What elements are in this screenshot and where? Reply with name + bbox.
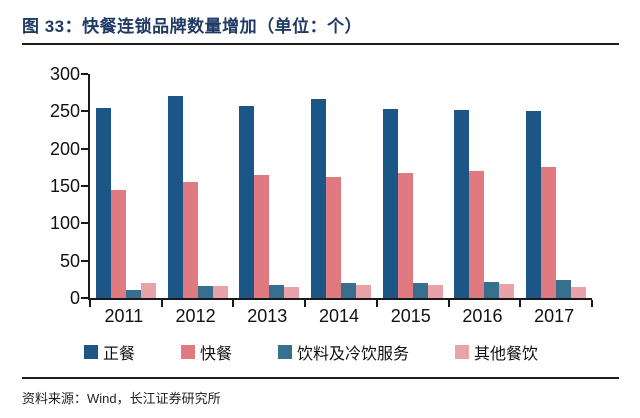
bar-groups	[90, 74, 592, 298]
legend-label: 饮料及冷饮服务	[297, 346, 410, 363]
bar-group-2013	[233, 74, 305, 298]
bar-series-1-2011	[110, 189, 126, 298]
bar-series-0-2011	[95, 108, 111, 298]
y-tick-label: 200	[49, 138, 80, 159]
source-note: 资料来源：Wind，长江证券研究所	[22, 391, 221, 406]
y-tick-label: 250	[49, 101, 80, 122]
bar-group-2017	[520, 74, 592, 298]
bar-series-2-2013	[269, 285, 285, 298]
bar-series-1-2017	[541, 167, 557, 298]
x-tick	[447, 300, 450, 307]
x-tick-label: 2014	[318, 306, 360, 326]
x-tick-label: 2013	[247, 306, 288, 326]
bar-series-3-2012	[212, 286, 228, 298]
legend-swatch	[181, 345, 196, 359]
x-tick-label: 2016	[462, 306, 503, 326]
bar-series-2-2011	[125, 289, 141, 298]
y-tick	[81, 147, 88, 150]
figure-title: 图 33：快餐连锁品牌数量增加（单位：个）	[22, 17, 363, 36]
bar-series-2-2015	[412, 283, 428, 298]
x-tick	[160, 300, 163, 307]
bar-series-1-2012	[182, 181, 198, 298]
bar-group-2016	[449, 74, 521, 298]
x-tick	[591, 300, 593, 307]
y-tick	[81, 259, 88, 262]
y-tick	[81, 185, 88, 187]
bar-series-0-2012	[167, 96, 183, 298]
bar-group-2015	[377, 74, 449, 298]
bar-series-0-2017	[526, 111, 542, 298]
y-tick-label: 150	[49, 176, 80, 196]
legend-swatch	[278, 345, 293, 359]
bar-series-1-2014	[326, 177, 342, 298]
legend-label: 快餐	[200, 346, 233, 363]
y-tick-label: 50	[59, 250, 80, 271]
bar-series-2-2016	[484, 281, 500, 298]
x-tick	[232, 300, 235, 307]
bar-series-0-2013	[239, 106, 255, 298]
bar-series-0-2015	[382, 109, 398, 298]
footer-divider	[22, 377, 619, 379]
bar-series-3-2016	[499, 283, 515, 298]
bar-series-3-2011	[140, 283, 156, 298]
y-tick	[81, 222, 88, 225]
x-tick-label: 2012	[175, 306, 216, 326]
plot-area	[81, 73, 593, 307]
bar-series-1-2013	[254, 174, 270, 298]
x-tick-label: 2017	[534, 306, 575, 326]
legend-label: 正餐	[103, 346, 136, 363]
x-axis-labels: 2011 2012 2013 2014 2015 2016 2017	[88, 306, 590, 327]
bar-series-1-2015	[397, 173, 413, 298]
bar-series-1-2016	[469, 171, 485, 298]
legend-swatch	[84, 345, 98, 359]
x-tick-label: 2011	[104, 306, 144, 326]
x-tick	[519, 300, 522, 307]
x-tick-label: 2015	[390, 306, 431, 326]
y-tick-label: 100	[49, 213, 80, 234]
bar-series-2-2012	[197, 286, 213, 298]
y-tick	[81, 110, 88, 113]
legend-item-2: 饮料及冷饮服务	[278, 340, 409, 364]
bar-group-2011	[90, 74, 162, 298]
legend-item-1: 快餐	[181, 340, 232, 364]
bar-series-2-2017	[556, 280, 572, 298]
y-axis-labels: 0 50 100 150 200 250 300	[28, 64, 80, 308]
bar-series-0-2014	[311, 98, 327, 298]
y-tick	[81, 297, 88, 299]
legend-swatch	[455, 345, 470, 359]
x-tick	[375, 300, 378, 307]
y-tick-label: 300	[49, 64, 80, 84]
bar-series-3-2013	[284, 286, 300, 298]
bar-series-0-2016	[454, 109, 470, 298]
x-tick	[304, 300, 307, 307]
y-tick-label: 0	[69, 288, 80, 308]
bar-group-2012	[162, 74, 234, 298]
legend-label: 其他餐饮	[474, 346, 539, 363]
legend: 正餐 快餐 饮料及冷饮服务 其他餐饮	[84, 340, 538, 364]
bar-series-3-2017	[571, 286, 587, 298]
title-divider	[22, 43, 619, 45]
legend-item-3: 其他餐饮	[455, 340, 538, 364]
bar-group-2014	[305, 74, 377, 298]
x-tick	[89, 300, 91, 307]
y-tick	[81, 73, 88, 75]
bar-series-3-2015	[427, 285, 443, 298]
legend-item-0: 正餐	[84, 340, 135, 364]
bar-series-2-2014	[341, 283, 357, 298]
bar-series-3-2014	[356, 285, 372, 298]
